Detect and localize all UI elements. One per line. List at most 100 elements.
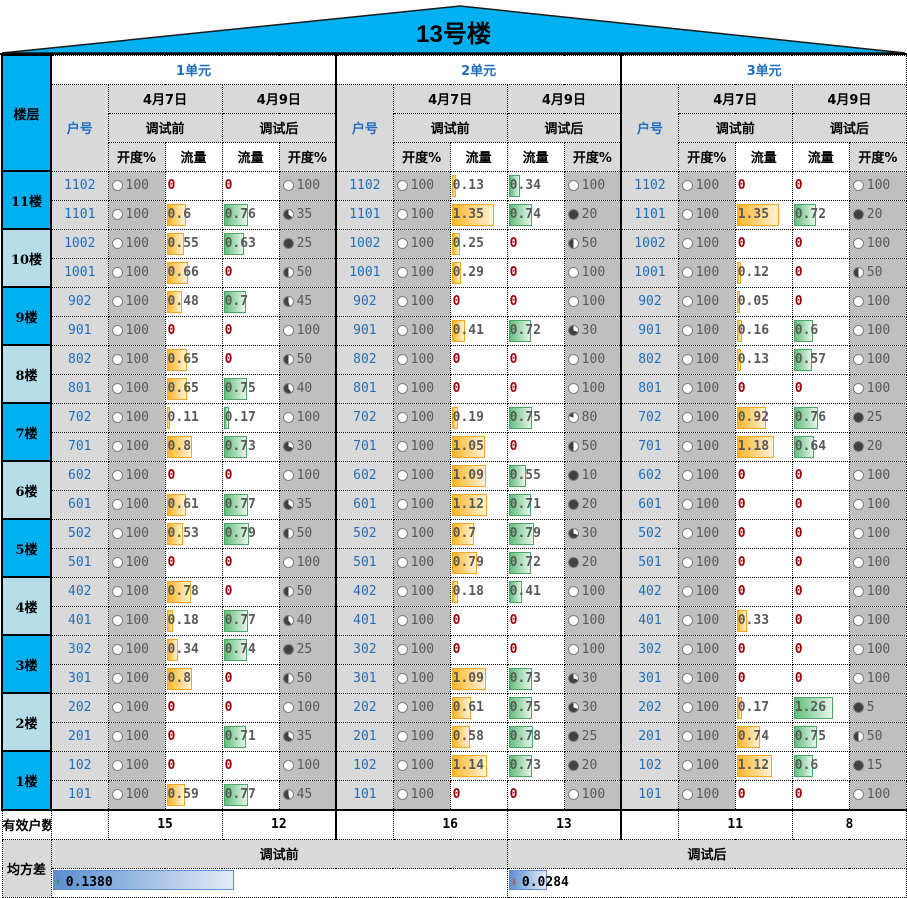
flow-after: 0 <box>221 663 280 694</box>
opening-value: 100 <box>125 526 150 541</box>
household-number[interactable]: 102 <box>620 750 679 781</box>
household-number[interactable]: 201 <box>620 721 679 752</box>
opening-value: 100 <box>410 236 435 251</box>
flow-bar-before <box>451 522 474 545</box>
household-number[interactable]: 1102 <box>50 170 109 201</box>
flow-bar-before <box>736 319 742 342</box>
household-number[interactable]: 1001 <box>50 257 109 288</box>
flow-value: 0 <box>452 294 461 309</box>
valve-pie-icon <box>567 209 579 220</box>
flow-value: 0.63 <box>224 236 256 251</box>
household-number[interactable]: 301 <box>335 663 394 694</box>
household-number[interactable]: 901 <box>620 315 679 346</box>
household-number[interactable]: 601 <box>620 489 679 520</box>
household-number[interactable]: 902 <box>50 286 109 317</box>
household-number[interactable]: 501 <box>50 547 109 578</box>
household-number[interactable]: 901 <box>50 315 109 346</box>
flow-before: 0.11 <box>164 402 223 433</box>
flow-value: 0.41 <box>452 323 484 338</box>
household-number[interactable]: 801 <box>620 373 679 404</box>
household-number[interactable]: 302 <box>50 634 109 665</box>
household-number[interactable]: 801 <box>335 373 394 404</box>
household-number[interactable]: 101 <box>50 779 109 810</box>
household-number[interactable]: 401 <box>50 605 109 636</box>
household-number[interactable]: 201 <box>50 721 109 752</box>
household-number[interactable]: 802 <box>50 344 109 375</box>
household-number[interactable]: 1102 <box>335 170 394 201</box>
household-number[interactable]: 202 <box>620 692 679 723</box>
flow-value: 0 <box>452 642 461 657</box>
household-number[interactable]: 502 <box>50 518 109 549</box>
household-number[interactable]: 902 <box>335 286 394 317</box>
flow-after: 0 <box>791 779 850 810</box>
household-number[interactable]: 1101 <box>335 199 394 230</box>
household-number[interactable]: 301 <box>50 663 109 694</box>
household-number[interactable]: 602 <box>50 460 109 491</box>
household-number[interactable]: 401 <box>335 605 394 636</box>
household-number[interactable]: 601 <box>335 489 394 520</box>
household-number[interactable]: 1001 <box>335 257 394 288</box>
opening-after: 100 <box>848 634 907 665</box>
valve-pie-icon <box>282 731 294 742</box>
household-number[interactable]: 901 <box>335 315 394 346</box>
household-number[interactable]: 502 <box>620 518 679 549</box>
opening-before: 100 <box>107 605 166 636</box>
household-number[interactable]: 301 <box>620 663 679 694</box>
opening-before: 100 <box>392 576 451 607</box>
household-number[interactable]: 501 <box>620 547 679 578</box>
household-number[interactable]: 1002 <box>50 228 109 259</box>
household-number[interactable]: 1002 <box>620 228 679 259</box>
household-number[interactable]: 702 <box>335 402 394 433</box>
household-number[interactable]: 1101 <box>50 199 109 230</box>
opening-before: 100 <box>677 315 736 346</box>
household-number[interactable]: 402 <box>50 576 109 607</box>
household-number[interactable]: 701 <box>50 431 109 462</box>
household-number[interactable]: 1102 <box>620 170 679 201</box>
household-number[interactable]: 601 <box>50 489 109 520</box>
household-number[interactable]: 302 <box>620 634 679 665</box>
household-number[interactable]: 102 <box>50 750 109 781</box>
opening-value: 100 <box>695 497 720 512</box>
household-number[interactable]: 401 <box>620 605 679 636</box>
opening-after: 100 <box>278 402 337 433</box>
household-number[interactable]: 802 <box>620 344 679 375</box>
household-number[interactable]: 201 <box>335 721 394 752</box>
household-number[interactable]: 102 <box>335 750 394 781</box>
household-number[interactable]: 701 <box>335 431 394 462</box>
opening-value: 100 <box>866 294 891 309</box>
flow-after: 0 <box>506 634 565 665</box>
household-number[interactable]: 702 <box>620 402 679 433</box>
opening-after: 100 <box>563 170 622 201</box>
household-number[interactable]: 1002 <box>335 228 394 259</box>
household-number[interactable]: 202 <box>50 692 109 723</box>
household-number[interactable]: 402 <box>620 576 679 607</box>
household-number[interactable]: 1001 <box>620 257 679 288</box>
household-number[interactable]: 501 <box>335 547 394 578</box>
household-number[interactable]: 101 <box>620 779 679 810</box>
household-number[interactable]: 902 <box>620 286 679 317</box>
valve-pie-icon <box>852 267 864 278</box>
flow-before: 0.65 <box>164 373 223 404</box>
household-number[interactable]: 502 <box>335 518 394 549</box>
flow-value: 0.57 <box>794 352 827 367</box>
household-number[interactable]: 202 <box>335 692 394 723</box>
opening-before: 100 <box>677 257 736 288</box>
flow-value: 0.48 <box>167 294 199 309</box>
opening-after: 100 <box>848 286 907 317</box>
valve-pie-icon <box>396 615 408 626</box>
household-number[interactable]: 602 <box>620 460 679 491</box>
flow-before: 0.33 <box>734 605 793 636</box>
status-before: 调试前 <box>392 112 508 143</box>
household-number[interactable]: 802 <box>335 344 394 375</box>
household-number[interactable]: 1101 <box>620 199 679 230</box>
household-number[interactable]: 101 <box>335 779 394 810</box>
household-number[interactable]: 702 <box>50 402 109 433</box>
opening-value: 30 <box>581 700 598 715</box>
household-number[interactable]: 302 <box>335 634 394 665</box>
household-number[interactable]: 602 <box>335 460 394 491</box>
household-number[interactable]: 402 <box>335 576 394 607</box>
opening-before: 100 <box>107 489 166 520</box>
household-number[interactable]: 801 <box>50 373 109 404</box>
household-number[interactable]: 701 <box>620 431 679 462</box>
flow-before: 0 <box>164 460 223 491</box>
